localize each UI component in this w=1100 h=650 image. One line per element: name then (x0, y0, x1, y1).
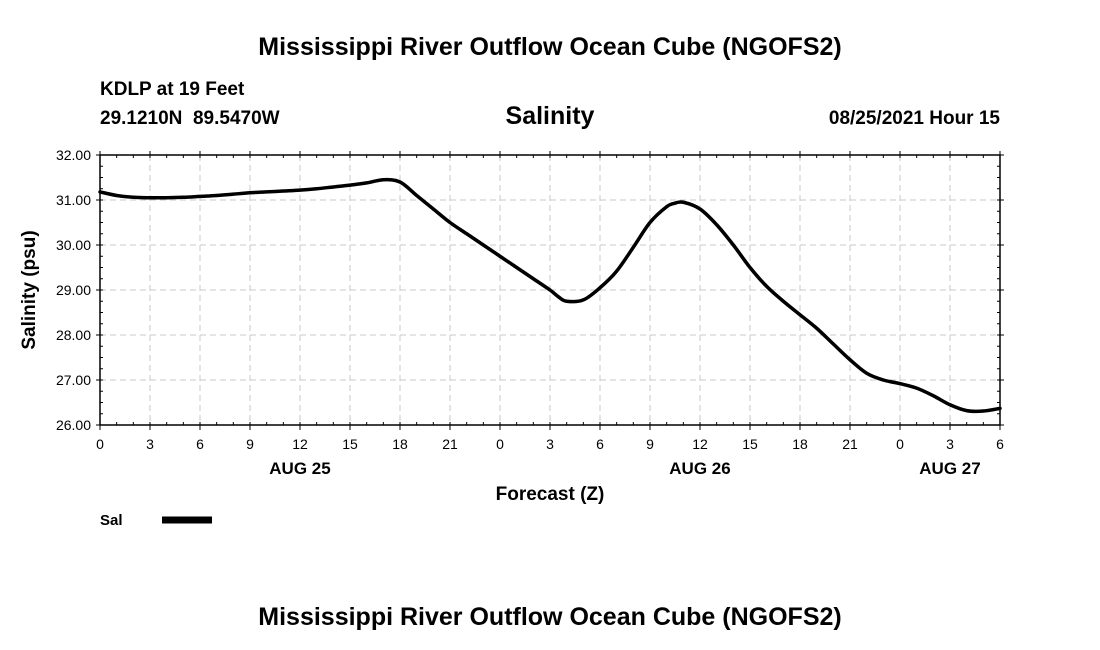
series-line-sal (98, 177, 1002, 414)
date-label: AUG 26 (669, 459, 730, 478)
variable-title: Salinity (506, 102, 595, 130)
x-tick-label: 15 (342, 436, 358, 452)
x-tick-label: 0 (496, 436, 504, 452)
x-tick-label: 0 (96, 436, 104, 452)
x-tick-label: 6 (996, 436, 1004, 452)
y-tick-labels: 26.00 27.00 28.00 29.00 30.00 31.00 32.00 (56, 147, 91, 433)
footer-title: Mississippi River Outflow Ocean Cube (NG… (258, 603, 841, 631)
y-tick-label: 32.00 (56, 147, 91, 163)
y-tick-label: 26.00 (56, 417, 91, 433)
x-tick-labels: 0 3 6 9 12 15 18 21 0 3 6 9 12 15 18 21 0 3 6 (96, 436, 1004, 452)
axis-ticks (96, 151, 1004, 430)
x-tick-label: 12 (292, 436, 308, 452)
y-tick-label: 31.00 (56, 192, 91, 208)
main-title: Mississippi River Outflow Ocean Cube (NG… (258, 33, 841, 61)
x-tick-label: 6 (596, 436, 604, 452)
y-tick-label: 30.00 (56, 237, 91, 253)
x-tick-label: 18 (392, 436, 408, 452)
date-label: AUG 25 (269, 459, 330, 478)
station-name: KDLP at 19 Feet (100, 79, 245, 100)
x-tick-label: 18 (792, 436, 808, 452)
x-tick-label: 12 (692, 436, 708, 452)
legend: Sal (100, 512, 212, 529)
y-tick-label: 28.00 (56, 327, 91, 343)
x-tick-label: 0 (896, 436, 904, 452)
x-tick-label: 3 (546, 436, 554, 452)
legend-label: Sal (100, 512, 123, 529)
y-tick-label: 27.00 (56, 372, 91, 388)
date-labels: AUG 25 AUG 26 AUG 27 (269, 459, 980, 478)
x-tick-label: 9 (246, 436, 254, 452)
x-tick-label: 3 (946, 436, 954, 452)
x-tick-label: 6 (196, 436, 204, 452)
station-coords: 29.1210N 89.5470W (100, 108, 280, 129)
run-time: 08/25/2021 Hour 15 (829, 108, 1001, 129)
x-tick-label: 21 (442, 436, 458, 452)
x-tick-label: 21 (842, 436, 858, 452)
x-tick-label: 9 (646, 436, 654, 452)
y-axis-label: Salinity (psu) (19, 230, 40, 349)
date-label: AUG 27 (919, 459, 980, 478)
y-tick-label: 29.00 (56, 282, 91, 298)
x-tick-label: 15 (742, 436, 758, 452)
x-axis-label: Forecast (Z) (496, 484, 605, 505)
x-tick-label: 3 (146, 436, 154, 452)
